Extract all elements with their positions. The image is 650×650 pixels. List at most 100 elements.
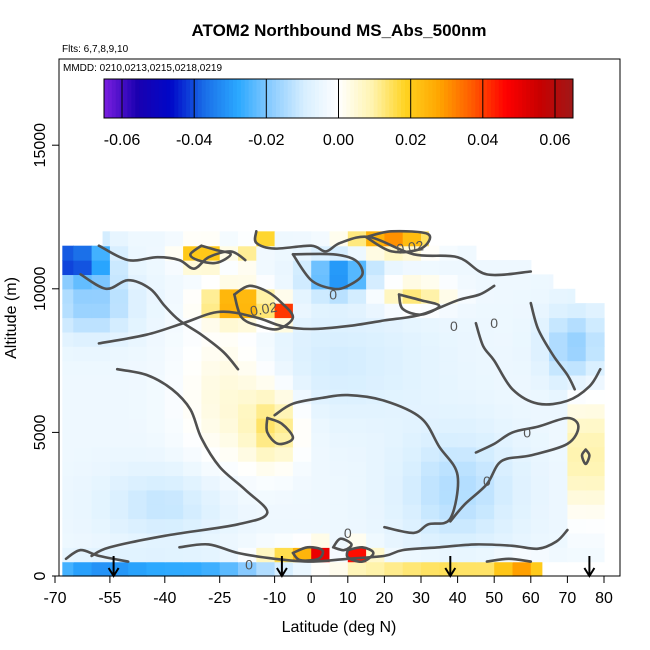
heatmap-cell [402,489,422,505]
heatmap-cell [109,518,129,534]
heatmap-cell [201,274,221,290]
heatmap-cell [494,274,514,290]
colorbar-swatch [455,79,461,118]
heatmap-cell [91,346,111,362]
heatmap-cell [164,288,184,304]
heatmap-cell [201,432,221,448]
heatmap-cell [421,547,440,563]
heatmap-cell [329,518,349,534]
heatmap-cell [292,231,312,247]
heatmap-cell [439,547,459,563]
heatmap-cell [292,274,312,290]
heatmap-cell [567,346,587,362]
colorbar-tick-label: 0.02 [395,132,426,149]
colorbar-swatch [514,79,519,118]
heatmap-cell [73,561,93,577]
heatmap-cell [219,489,239,505]
heatmap-cell [109,432,129,448]
heatmap-cell [475,303,495,319]
contour-line-zero [529,301,576,391]
heatmap-cell [274,461,294,477]
heatmap-cell [512,518,532,534]
colorbar-swatch [135,79,140,118]
colorbar-swatch [530,79,535,118]
heatmap-cell [109,360,129,376]
heatmap-cell [494,260,514,276]
heatmap-cell [366,245,385,261]
heatmap-cell [62,547,74,563]
heatmap-cell [329,432,349,448]
colorbar-swatch [318,79,324,118]
heatmap-cell [146,274,166,290]
colorbar-swatch [436,79,441,118]
heatmap-cell [164,547,184,563]
heatmap-cell [109,346,129,362]
colorbar-swatch [205,79,211,118]
heatmap-cell [91,288,111,304]
heatmap-cell [256,374,276,390]
colorbar-swatch [174,79,179,118]
heatmap-cell [567,418,587,433]
heatmap-cell [494,288,514,304]
heatmap-cell [274,360,294,376]
heatmap-cell [439,403,459,419]
heatmap-cell [128,475,148,491]
colorbar-swatch [361,79,367,118]
heatmap-cell [384,389,404,405]
y-tick-label: 15000 [32,123,49,168]
heatmap-cell [73,303,93,319]
heatmap-cell [329,418,349,433]
heatmap-cell [102,231,111,247]
colorbar-swatch [506,79,511,118]
heatmap-cell [549,389,568,405]
heatmap-cell [219,317,239,333]
colorbar-swatch [518,79,523,118]
heatmap-cell [512,461,532,477]
heatmap-cell [238,231,257,247]
heatmap-cell [62,303,74,319]
heatmap-cell [238,389,257,405]
heatmap-cell [585,360,605,376]
heatmap-cell [128,346,148,362]
heatmap-cell [146,317,166,333]
heatmap-cell [512,475,532,491]
contour-line-zero [449,416,580,523]
heatmap-cell [73,432,93,448]
heatmap-cell [274,260,294,276]
heatmap-cell [109,231,129,247]
heatmap-cell [128,418,148,433]
heatmap-cell [329,446,349,462]
heatmap-cell [567,360,587,376]
colorbar-swatch [170,79,175,118]
heatmap-cell [402,547,422,563]
colorbar-swatch [498,79,504,118]
heatmap-cell [530,504,550,520]
heatmap-cell [402,475,422,491]
colorbar-swatch [561,79,566,118]
heatmap-cell [347,360,367,376]
colorbar-swatch [299,79,304,118]
heatmap-cell [421,274,440,290]
contour-line-zero [97,244,247,270]
heatmap-cell [311,418,331,433]
heatmap-cell [62,245,74,261]
colorbar-swatch [283,79,289,118]
heatmap-cell [256,547,276,563]
heatmap-cell [146,303,166,319]
heatmap-cell [530,461,550,477]
x-tick-label: -55 [98,590,121,607]
colorbar-swatch [545,79,551,118]
heatmap-cell [384,260,404,276]
contour-line-positive [265,416,295,446]
colorbar-swatch [401,79,406,118]
colorbar-swatch [115,79,121,118]
heatmap-cell [292,461,312,477]
heatmap-cell [274,446,294,462]
heatmap-cell [329,461,349,477]
heatmap-cell [384,231,404,247]
colorbar-swatch [444,79,449,118]
heatmap-cell [183,389,202,405]
heatmap-cell [549,374,568,390]
heatmap-cell [366,274,385,290]
heatmap-cell [366,532,385,548]
